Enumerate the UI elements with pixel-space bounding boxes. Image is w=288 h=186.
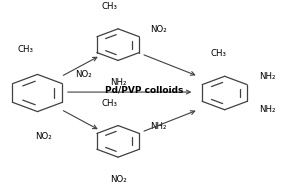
- Text: NH₂: NH₂: [259, 105, 276, 114]
- Text: CH₃: CH₃: [101, 2, 118, 11]
- Text: NO₂: NO₂: [35, 132, 52, 141]
- Text: NO₂: NO₂: [75, 70, 92, 79]
- Text: Pd/PVP colloids: Pd/PVP colloids: [105, 86, 183, 95]
- Text: CH₃: CH₃: [18, 45, 34, 54]
- Text: NH₂: NH₂: [259, 72, 276, 81]
- Text: NH₂: NH₂: [110, 78, 126, 87]
- Text: CH₃: CH₃: [101, 99, 118, 108]
- Text: NO₂: NO₂: [150, 25, 166, 34]
- Text: NO₂: NO₂: [110, 175, 126, 184]
- Text: CH₃: CH₃: [211, 49, 227, 58]
- Text: NH₂: NH₂: [150, 122, 166, 131]
